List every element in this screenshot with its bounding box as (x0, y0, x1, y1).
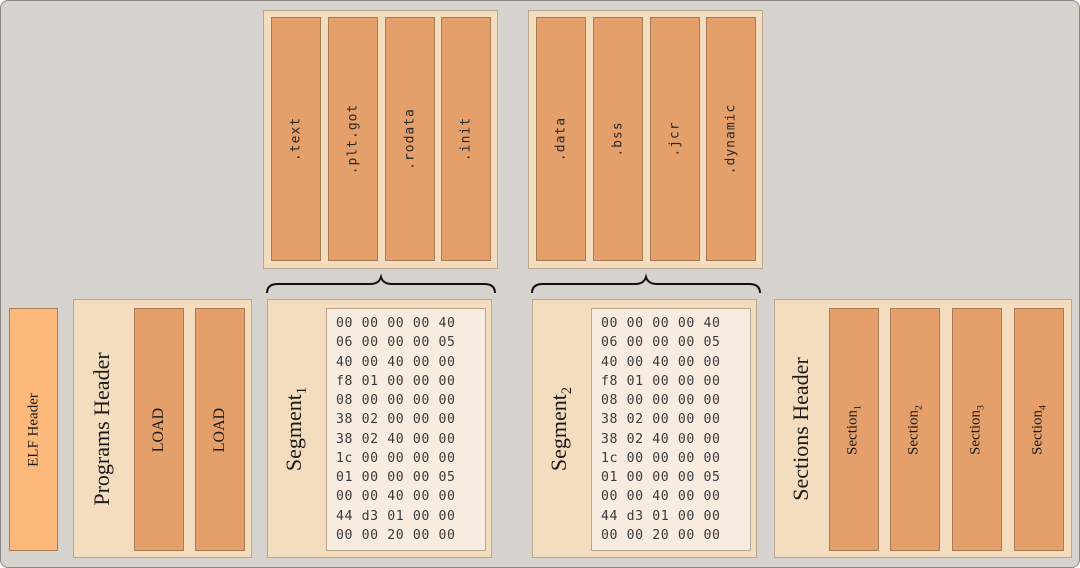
hex-row: 00 00 00 00 40 (601, 316, 721, 331)
section-label: .dynamic (723, 103, 739, 175)
hex-row: 40 00 40 00 00 (601, 354, 721, 370)
sections-header-panel: Sections Header Section1 Section2 Sectio… (774, 299, 1072, 558)
elf-header-block: ELF Header (9, 308, 58, 551)
programs-header-title: Programs Header (89, 351, 114, 506)
segment-2-hex-dump: 00 00 00 00 40 06 00 00 00 05 40 00 40 0… (591, 308, 751, 551)
hex-row: 38 02 00 00 00 (601, 412, 721, 428)
hex-row: 38 02 40 00 00 (601, 431, 721, 447)
hex-row: 1c 00 00 00 00 (601, 450, 721, 466)
section-data-bar: .data (536, 17, 586, 261)
hex-row: 01 00 00 00 05 (336, 470, 456, 485)
section-label: .data (553, 116, 569, 162)
section-entry-label: Section4 (1029, 404, 1049, 455)
hex-row: 38 02 40 00 00 (336, 431, 456, 447)
section-label: .rodata (402, 108, 418, 170)
section-label: .text (288, 116, 304, 162)
section-label: .plt.got (345, 103, 361, 175)
segment-1-brace (266, 273, 496, 294)
section-label: .jcr (667, 121, 683, 157)
hex-row: 00 00 20 00 00 (601, 527, 721, 543)
hex-row: 38 02 00 00 00 (336, 412, 456, 428)
section-rodata-bar: .rodata (385, 17, 435, 261)
sections-header-title: Sections Header (788, 356, 813, 501)
segment-2-sections-group: .data .bss .jcr .dynamic (528, 10, 763, 269)
hex-row: 00 00 40 00 00 (336, 489, 456, 505)
section-entry-1: Section1 (829, 308, 879, 551)
hex-row: f8 01 00 00 00 (336, 373, 456, 389)
hex-row: 44 d3 01 00 00 (336, 508, 456, 524)
section-bss-bar: .bss (593, 17, 643, 261)
section-entry-label: Section2 (905, 404, 925, 455)
hex-row: 08 00 00 00 00 (601, 393, 721, 408)
segment-1-title-area: Segment1 (268, 300, 324, 557)
hex-row: 40 00 40 00 00 (336, 354, 456, 370)
segment-2-title: Segment2 (545, 386, 576, 471)
segment-2-title-area: Segment2 (533, 300, 589, 557)
segment-2-brace (531, 273, 761, 294)
section-entry-2: Section2 (890, 308, 940, 551)
segment-2-panel: Segment2 00 00 00 00 40 06 00 00 00 05 4… (532, 299, 757, 558)
hex-row: 1c 00 00 00 00 (336, 450, 456, 466)
program-entry-load-1: LOAD (134, 308, 184, 551)
hex-row: 00 00 00 00 40 (336, 316, 456, 331)
section-init-bar: .init (441, 17, 491, 261)
segment-1-title: Segment1 (280, 386, 311, 471)
hex-row: 01 00 00 00 05 (601, 470, 721, 485)
program-entry-label: LOAD (211, 407, 228, 452)
program-entry-load-2: LOAD (195, 308, 245, 551)
hex-row: 00 00 40 00 00 (601, 489, 721, 505)
section-dynamic-bar: .dynamic (706, 17, 756, 261)
hex-row: 08 00 00 00 00 (336, 393, 456, 408)
elf-header-label: ELF Header (25, 392, 41, 467)
section-label: .init (458, 116, 474, 162)
hex-row: 00 00 20 00 00 (336, 527, 456, 543)
programs-header-title-area: Programs Header (74, 300, 130, 557)
sections-header-title-area: Sections Header (775, 300, 827, 557)
section-entry-3: Section3 (952, 308, 1002, 551)
segment-1-hex-dump: 00 00 00 00 40 06 00 00 00 05 40 00 40 0… (326, 308, 486, 551)
hex-row: 06 00 00 00 05 (336, 335, 456, 351)
hex-row: f8 01 00 00 00 (601, 373, 721, 389)
segment-1-panel: Segment1 00 00 00 00 40 06 00 00 00 05 4… (267, 299, 492, 558)
section-entry-label: Section1 (844, 404, 864, 455)
section-entry-4: Section4 (1014, 308, 1064, 551)
section-plt-got-bar: .plt.got (328, 17, 378, 261)
segment-1-sections-group: .text .plt.got .rodata .init (263, 10, 498, 269)
section-entry-label: Section3 (967, 404, 987, 455)
section-label: .bss (610, 121, 626, 157)
section-text-bar: .text (271, 17, 321, 261)
section-jcr-bar: .jcr (650, 17, 700, 261)
program-entry-label: LOAD (150, 407, 167, 452)
hex-row: 44 d3 01 00 00 (601, 508, 721, 524)
programs-header-panel: Programs Header LOAD LOAD (73, 299, 252, 558)
hex-row: 06 00 00 00 05 (601, 335, 721, 351)
